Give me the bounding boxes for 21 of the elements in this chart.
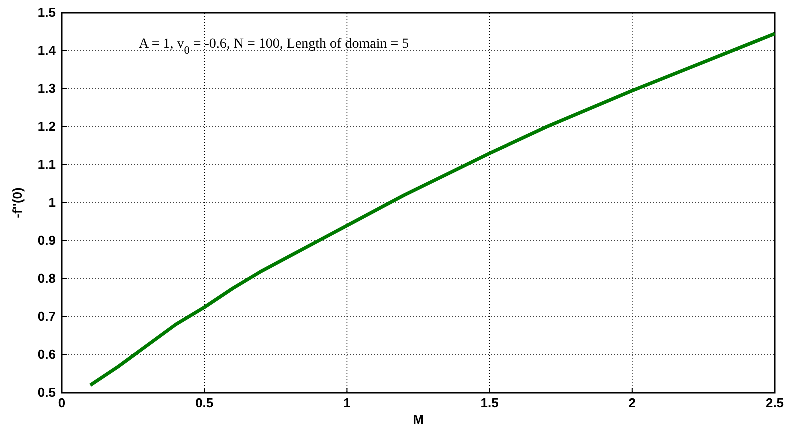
y-tick-label: 0.8	[38, 271, 56, 286]
y-tick-label: 1.3	[38, 81, 56, 96]
y-tick-label: 1	[48, 195, 56, 210]
x-tick-label: 0.5	[196, 396, 214, 411]
x-tick-label: 2	[628, 396, 636, 411]
y-tick-label: 0.5	[38, 385, 56, 400]
y-tick-label: 1.1	[38, 157, 56, 172]
y-tick-label: 0.7	[38, 309, 56, 324]
line-series	[88, 32, 777, 388]
y-tick-label: 1.5	[38, 5, 56, 20]
x-tick-label: 1.5	[480, 396, 499, 411]
x-tick-label: 0	[58, 396, 66, 411]
annotation: A = 1, v$_{0}$ = -0.6, N = 100, Length of domain = 5	[139, 37, 410, 57]
x-axis-title: M	[413, 412, 424, 427]
y-tick-label: 1.2	[38, 119, 56, 134]
x-tick-label: 1	[344, 396, 351, 411]
y-tick-label: 1.4	[38, 43, 57, 58]
y-tick-label: 0.9	[38, 233, 56, 248]
x-tick-label: 2.5	[766, 396, 784, 411]
y-axis-title: -f''(0)	[10, 188, 25, 218]
y-tick-label: 0.6	[38, 347, 56, 362]
